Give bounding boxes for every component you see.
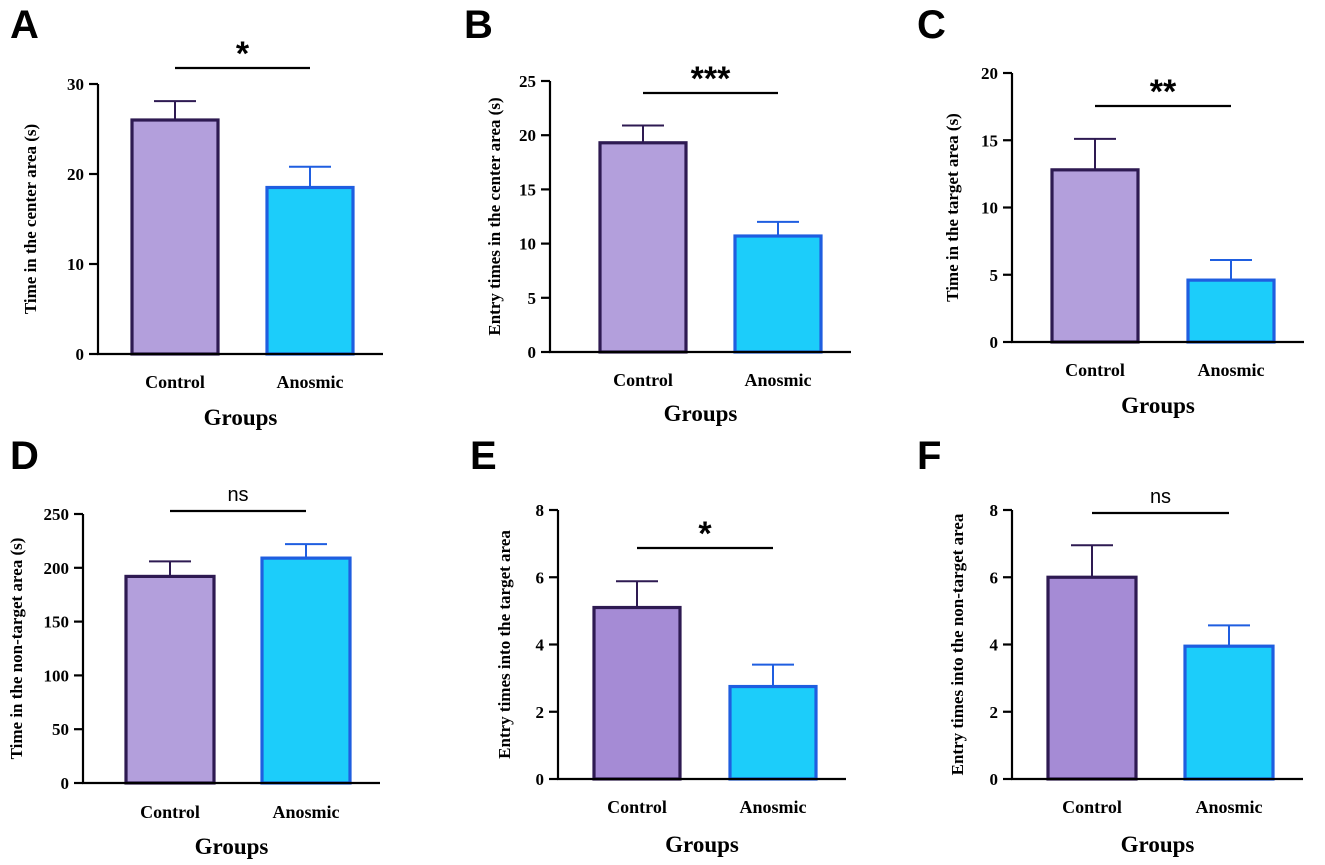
panel-f: F 0 2 4 6 8 Control Anosmic ns Groups Entry times … [917,434,1303,857]
bar-anosmic [1186,278,1276,344]
x-tick-label: Anosmic [273,802,340,822]
y-tick-label: 15 [519,180,536,199]
y-axis-title: Time in the non-target area (s) [7,538,26,760]
x-tick-label: Control [607,797,667,817]
x-axis-title: Groups [195,834,269,859]
panel-a: A 0 10 20 30 Control Anosmic * Groups Time in the… [10,3,383,430]
y-tick-label: 20 [519,126,536,145]
significance-label: ns [1150,486,1171,508]
bar-control [1046,575,1138,781]
bar-control [130,118,220,356]
x-tick-label: Control [1065,360,1125,380]
x-axis-title: Groups [664,401,738,426]
bar-control [1050,168,1140,344]
significance-label: * [236,35,250,73]
significance-label: ** [1150,73,1177,111]
y-axis-title: Time in the target area (s) [943,113,962,302]
y-tick-label: 200 [44,559,70,578]
y-axis-title: Entry times into the non-target area [948,513,967,775]
y-tick-label: 6 [536,568,545,587]
significance-label: ns [227,484,248,506]
panel-letter: A [10,3,39,47]
y-tick-label: 150 [44,613,70,632]
panel-e: E 0 2 4 6 8 Control Anosmic * Groups Entry times i… [470,434,846,857]
y-tick-label: 5 [990,266,999,285]
y-tick-label: 8 [536,501,545,520]
panel-b: B 0 5 10 15 20 25 Control Anosmic *** Groups Entry … [464,3,851,426]
significance-label: * [698,515,712,553]
panel-letter: F [917,434,941,478]
bar-anosmic [733,234,823,354]
y-tick-label: 6 [990,568,999,587]
y-tick-label: 0 [990,333,999,352]
y-tick-label: 0 [528,343,537,362]
y-tick-label: 0 [76,345,85,364]
x-tick-label: Control [613,370,673,390]
x-tick-label: Anosmic [740,797,807,817]
y-tick-label: 8 [990,501,999,520]
y-tick-label: 2 [536,703,545,722]
bar-anosmic [728,684,818,781]
panel-c: C 0 5 10 15 20 Control Anosmic ** Groups Time in t… [917,3,1304,418]
bar-control [592,605,682,781]
bar-anosmic [1183,644,1275,781]
x-axis-title: Groups [665,832,739,857]
y-tick-label: 10 [67,255,84,274]
x-tick-label: Control [140,802,200,822]
x-axis-title: Groups [1121,393,1195,418]
panel-letter: D [10,434,39,478]
x-tick-label: Control [145,372,205,392]
x-tick-label: Anosmic [745,370,812,390]
significance-label: *** [691,60,731,98]
y-tick-label: 0 [61,774,70,793]
x-tick-label: Control [1062,797,1122,817]
panel-d: D 0 50 100 150 200 250 Control Anosmic ns Groups Ti… [7,434,380,859]
y-tick-label: 100 [44,666,70,685]
y-tick-label: 10 [981,199,998,218]
y-tick-label: 2 [990,703,999,722]
x-tick-label: Anosmic [277,372,344,392]
y-tick-label: 0 [990,770,999,789]
y-tick-label: 20 [67,165,84,184]
x-tick-label: Anosmic [1196,797,1263,817]
y-tick-label: 250 [44,505,70,524]
y-tick-label: 0 [536,770,545,789]
x-axis-title: Groups [1121,832,1195,857]
panel-letter: B [464,3,493,47]
y-tick-label: 50 [52,720,69,739]
bar-anosmic [265,185,355,356]
y-tick-label: 30 [67,75,84,94]
bar-control [598,141,688,354]
bar-control [124,574,216,785]
y-tick-label: 20 [981,64,998,83]
bar-anosmic [260,556,352,785]
y-tick-label: 4 [536,636,545,655]
y-axis-title: Entry times into the target area [495,530,514,759]
y-axis-title: Entry times in the center area (s) [485,97,504,335]
y-tick-label: 15 [981,131,998,150]
x-axis-title: Groups [204,405,278,430]
y-tick-label: 10 [519,235,536,254]
panel-letter: C [917,3,946,47]
y-axis-title: Time in the center area (s) [21,124,40,314]
x-tick-label: Anosmic [1198,360,1265,380]
panel-letter: E [470,434,497,478]
y-tick-label: 25 [519,72,536,91]
y-tick-label: 4 [990,636,999,655]
y-tick-label: 5 [528,289,537,308]
